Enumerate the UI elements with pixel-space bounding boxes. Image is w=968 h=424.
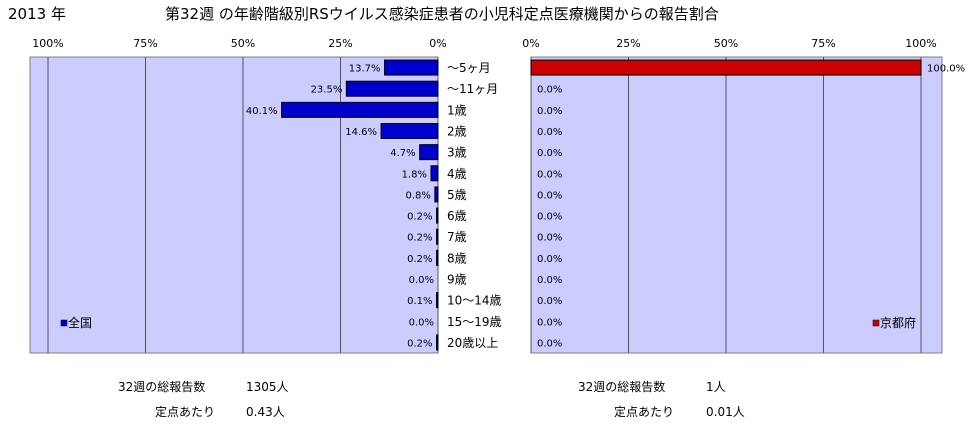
bar bbox=[430, 165, 439, 182]
data-label: 0.1% bbox=[407, 296, 432, 307]
category-label: 15～19歳 bbox=[447, 315, 502, 329]
data-label: 14.6% bbox=[345, 127, 377, 138]
x-tick-label: 50% bbox=[231, 37, 255, 50]
data-label: 1.8% bbox=[402, 169, 427, 180]
data-label: 0.0% bbox=[537, 275, 562, 286]
bar bbox=[436, 207, 439, 224]
data-label: 0.0% bbox=[537, 106, 562, 117]
bar bbox=[380, 123, 439, 139]
data-label: 40.1% bbox=[246, 106, 278, 117]
data-label: 0.0% bbox=[537, 212, 562, 223]
category-label: 7歳 bbox=[447, 230, 467, 244]
category-label: 4歳 bbox=[447, 167, 467, 181]
bar bbox=[384, 59, 439, 76]
data-label: 0.0% bbox=[537, 190, 562, 201]
right-chart-kyoto: 0% 25% 50% 75% 100% 100.0% 0.0% 0.0% 0.0% 0.0% 0.0… bbox=[522, 37, 965, 354]
x-tick-label: 75% bbox=[811, 37, 835, 50]
bar bbox=[436, 249, 439, 266]
left-per-label: 定点あたり bbox=[155, 405, 216, 419]
data-label: 0.0% bbox=[409, 275, 434, 286]
right-total-value: 1人 bbox=[706, 380, 726, 394]
data-label: 0.2% bbox=[407, 338, 432, 349]
category-label: 5歳 bbox=[447, 188, 467, 202]
x-tick-label: 100% bbox=[32, 37, 63, 50]
data-label: 0.0% bbox=[537, 169, 562, 180]
category-label: 8歳 bbox=[447, 251, 467, 265]
category-label: ～5ヶ月 bbox=[447, 61, 491, 75]
plot-background bbox=[30, 57, 438, 353]
category-label: 1歳 bbox=[447, 103, 467, 117]
bar bbox=[436, 228, 439, 245]
x-tick-label: 0% bbox=[522, 37, 539, 50]
report-year: 2013 年 bbox=[8, 5, 66, 23]
data-label: 100.0% bbox=[927, 64, 965, 75]
right-per-label: 定点あたり bbox=[614, 405, 675, 419]
x-tick-label: 100% bbox=[905, 37, 936, 50]
category-label: 6歳 bbox=[447, 209, 467, 223]
data-label: 0.0% bbox=[537, 254, 562, 265]
x-tick-label: 25% bbox=[328, 37, 352, 50]
data-label: 0.2% bbox=[407, 212, 432, 223]
x-tick-label: 0% bbox=[429, 37, 446, 50]
left-per-value: 0.43人 bbox=[246, 405, 285, 419]
category-label: 9歳 bbox=[447, 273, 467, 287]
x-tick-label: 50% bbox=[714, 37, 738, 50]
bar bbox=[530, 59, 922, 76]
legend-swatch bbox=[60, 319, 68, 327]
left-total-value: 1305人 bbox=[246, 380, 289, 394]
category-label: ～11ヶ月 bbox=[447, 82, 498, 96]
category-label: 3歳 bbox=[447, 146, 467, 160]
chart-title: 第32週 の年齢階級別RSウイルス感染症患者の小児科定点医療機関からの報告割合 bbox=[165, 5, 719, 23]
category-label: 2歳 bbox=[447, 125, 467, 139]
data-label: 23.5% bbox=[311, 85, 343, 96]
right-total-label: 32週の総報告数 bbox=[578, 380, 666, 394]
bar bbox=[281, 101, 439, 118]
category-label: 10～14歳 bbox=[447, 294, 502, 308]
x-tick-label: 25% bbox=[616, 37, 640, 50]
legend-swatch bbox=[872, 319, 880, 327]
left-chart-nationwide: 100% 75% 50% 25% 0% 13.7% ～5ヶ月 23.5% ～11ヶ月 40.1% 1… bbox=[29, 37, 502, 354]
data-label: 0.0% bbox=[537, 233, 562, 244]
data-label: 0.0% bbox=[537, 148, 562, 159]
bar bbox=[419, 144, 439, 161]
legend-label: 京都府 bbox=[880, 315, 916, 330]
data-label: 0.8% bbox=[405, 190, 430, 201]
bar bbox=[436, 292, 439, 309]
bar bbox=[434, 186, 439, 203]
data-label: 0.0% bbox=[537, 296, 562, 307]
bar bbox=[436, 334, 439, 351]
data-label: 0.0% bbox=[537, 338, 562, 349]
legend-label: 全国 bbox=[68, 315, 92, 330]
data-label: 13.7% bbox=[349, 64, 381, 75]
data-label: 0.0% bbox=[537, 317, 562, 328]
data-label: 0.0% bbox=[537, 85, 562, 96]
data-label: 0.0% bbox=[537, 127, 562, 138]
plot-background bbox=[531, 57, 942, 353]
left-total-label: 32週の総報告数 bbox=[118, 380, 206, 394]
data-label: 0.2% bbox=[407, 254, 432, 265]
data-label: 4.7% bbox=[390, 148, 415, 159]
right-per-value: 0.01人 bbox=[706, 405, 745, 419]
data-label: 0.0% bbox=[409, 317, 434, 328]
data-label: 0.2% bbox=[407, 233, 432, 244]
x-tick-label: 75% bbox=[133, 37, 157, 50]
bar bbox=[345, 80, 439, 97]
category-label: 20歳以上 bbox=[447, 336, 498, 350]
